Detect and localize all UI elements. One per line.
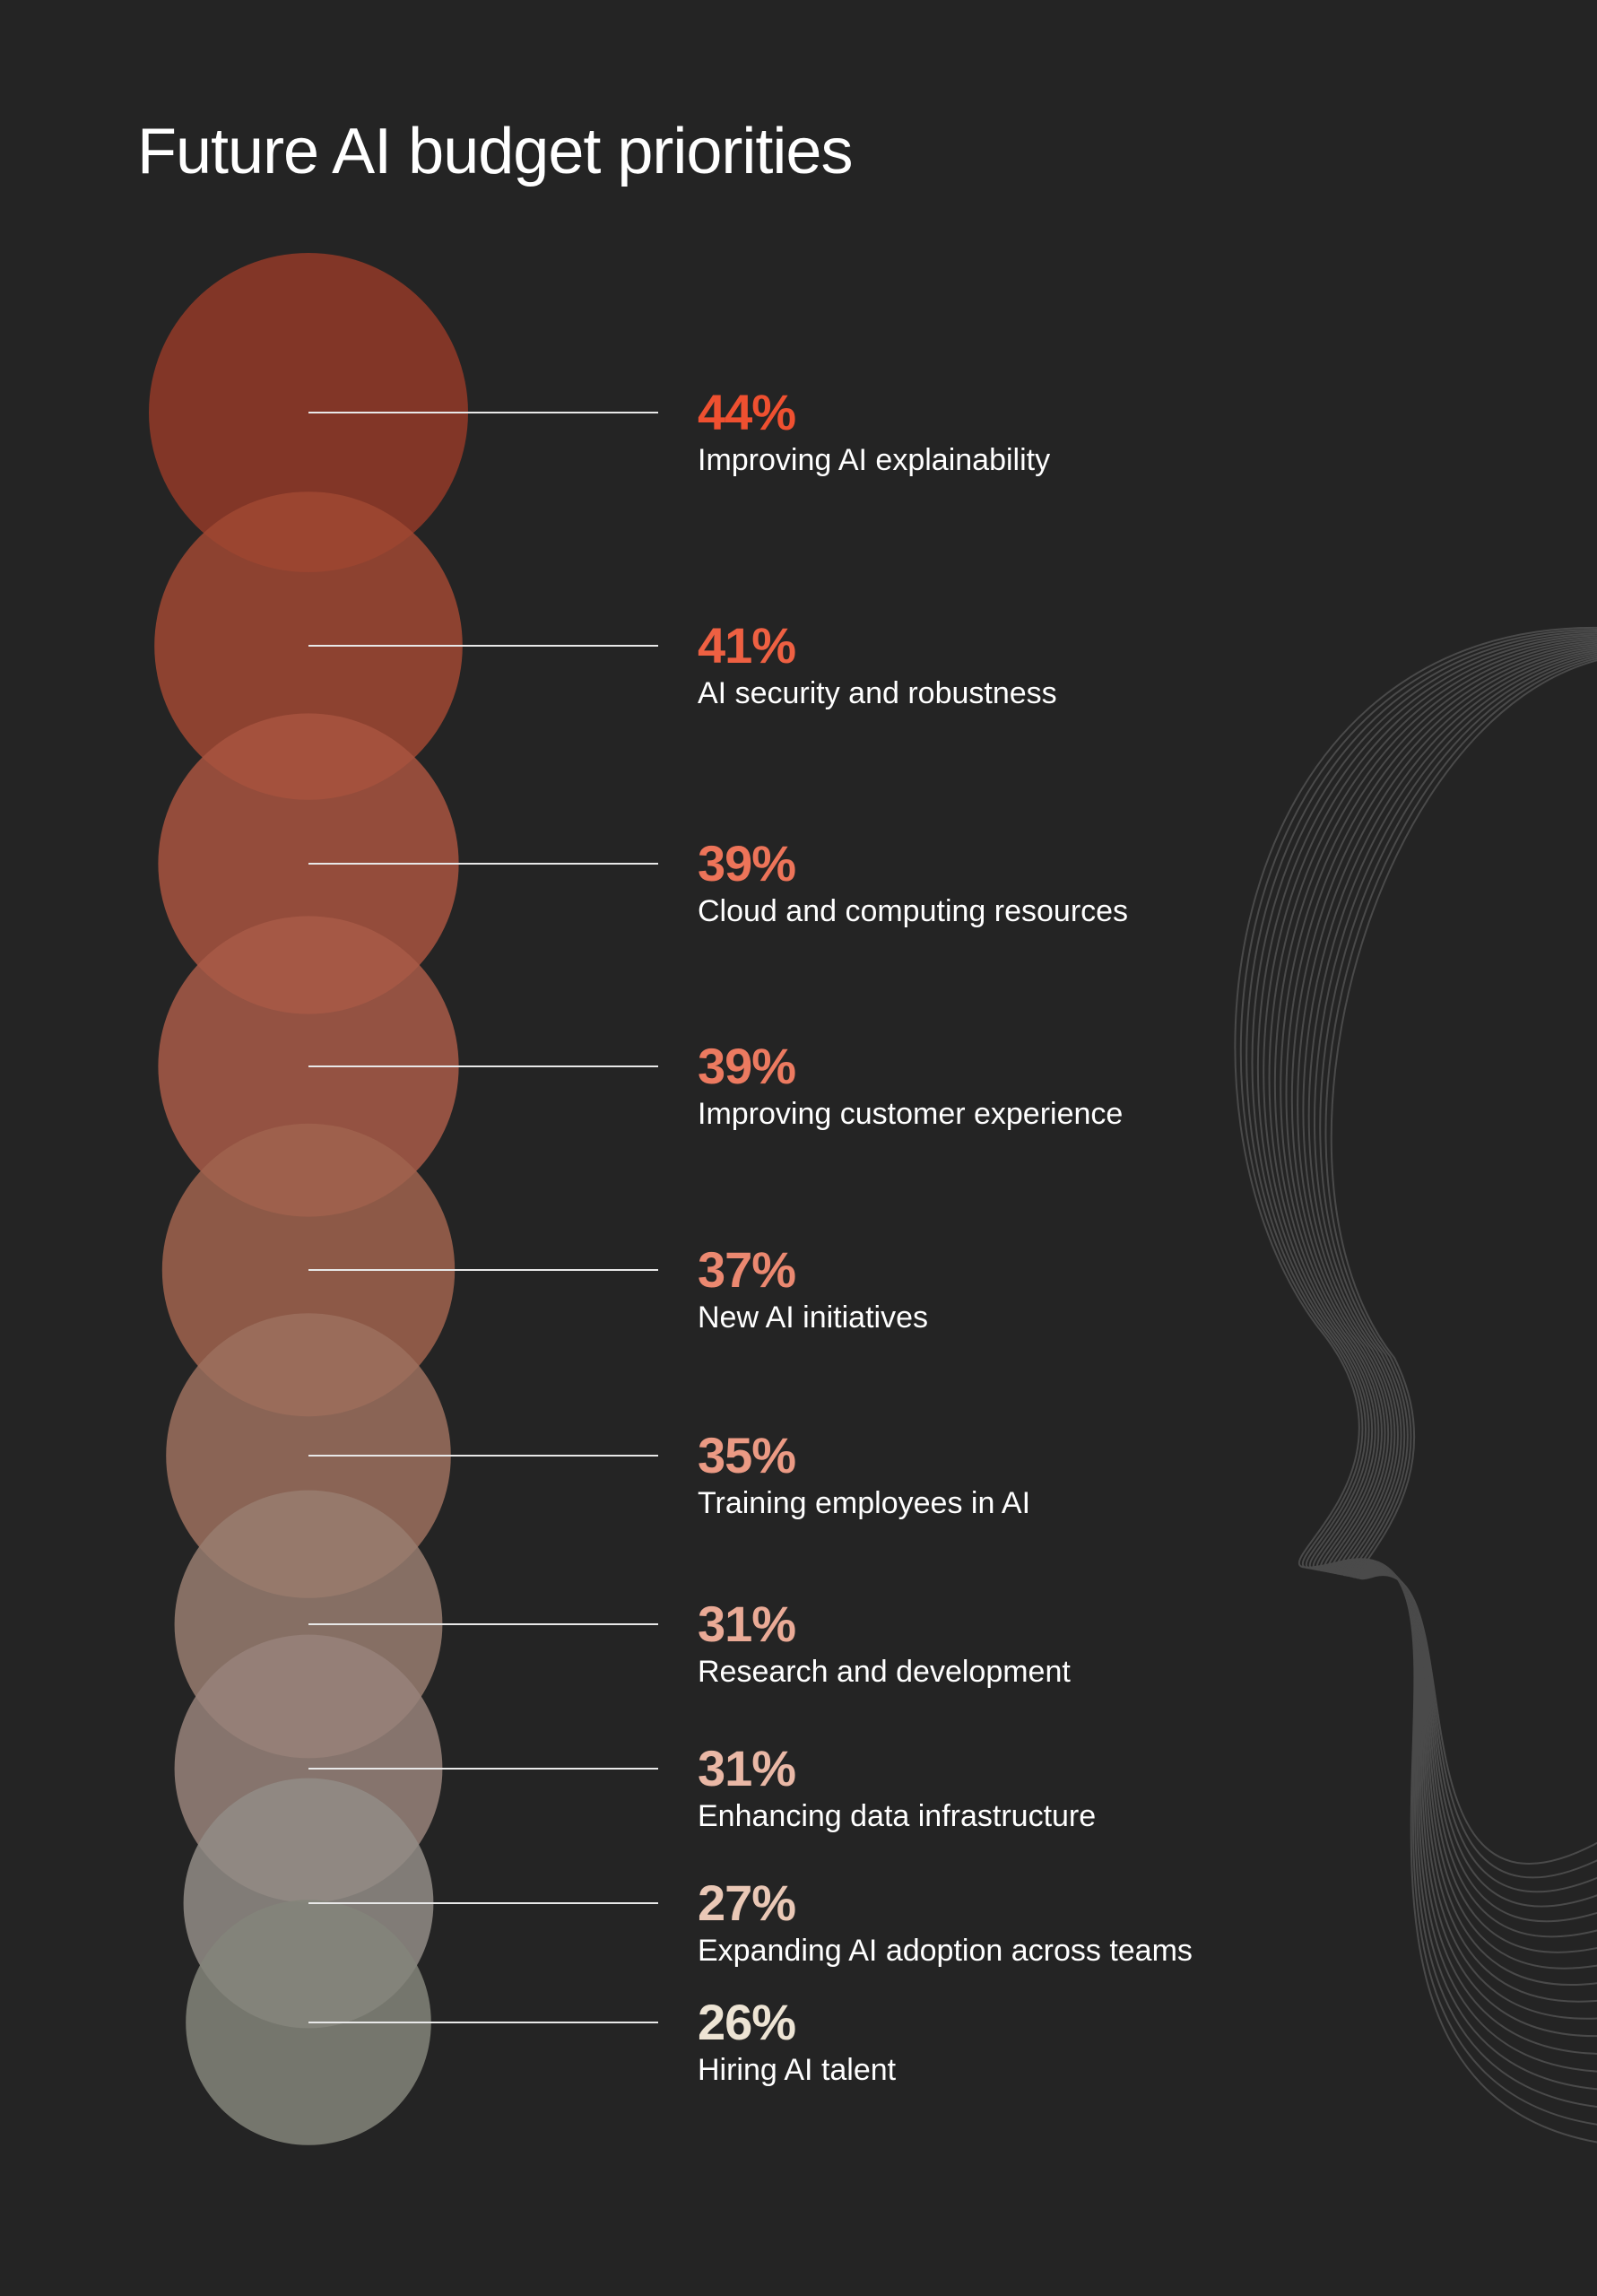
decorative-wave-lines: [1234, 627, 1597, 2144]
decorative-wave-line: [1268, 638, 1597, 2037]
decorative-wave-line: [1239, 629, 1597, 2126]
callout: 31% Research and development: [698, 1597, 1071, 1691]
callout-percentage: 39%: [698, 1038, 796, 1094]
decorative-wave-line: [1302, 649, 1597, 1938]
decorative-wave-line: [1273, 639, 1597, 2020]
callout: 31% Enhancing data infrastructure: [698, 1742, 1096, 1835]
callout: 39% Cloud and computing resources: [698, 837, 1128, 930]
decorative-wave-line: [1256, 634, 1597, 2073]
decorative-wave-line: [1234, 627, 1597, 2144]
callout-label: Training employees in AI: [698, 1486, 1031, 1520]
callout-percentage: 26%: [698, 1994, 796, 2050]
callout: 39% Improving customer experience: [698, 1039, 1123, 1133]
callout: 37% New AI initiatives: [698, 1243, 928, 1336]
decorative-wave-line: [1280, 641, 1597, 2003]
callout-label: Improving customer experience: [698, 1097, 1124, 1131]
callout-label: New AI initiatives: [698, 1300, 928, 1335]
callout-label: Cloud and computing resources: [698, 894, 1129, 928]
callout-percentage: 31%: [698, 1740, 796, 1796]
callout-label: Enhancing data infrastructure: [698, 1799, 1097, 1833]
decorative-wave-line: [1285, 644, 1597, 1986]
decorative-wave-line: [1324, 657, 1597, 1879]
decorative-wave-line: [1245, 631, 1597, 2108]
callout-percentage: 27%: [698, 1874, 796, 1931]
callout-label: AI security and robustness: [698, 676, 1057, 710]
decorative-wave-line: [1330, 659, 1597, 1865]
bubble-group: [149, 253, 468, 2145]
callout-label: Research and development: [698, 1655, 1071, 1689]
callout: 44% Improving AI explainability: [698, 386, 1050, 479]
callout: 26% Hiring AI talent: [698, 1996, 896, 2089]
callout-percentage: 35%: [698, 1427, 796, 1483]
callout: 27% Expanding AI adoption across teams: [698, 1876, 1193, 1970]
callout-label: Improving AI explainability: [698, 443, 1051, 477]
callout: 41% AI security and robustness: [698, 619, 1057, 712]
callout-label: Expanding AI adoption across teams: [698, 1934, 1193, 1968]
callout-percentage: 31%: [698, 1596, 796, 1652]
leader-line-group: [308, 412, 658, 2023]
decorative-wave-line: [1297, 648, 1597, 1953]
callout: 35% Training employees in AI: [698, 1429, 1030, 1522]
callout-label: Hiring AI talent: [698, 2053, 897, 2087]
decorative-wave-line: [1314, 653, 1597, 1908]
decorative-wave-line: [1290, 646, 1597, 1970]
callout-percentage: 44%: [698, 384, 796, 440]
decorative-wave-line: [1251, 632, 1597, 2091]
decorative-wave-line: [1263, 636, 1597, 2055]
chart-title: Future AI budget priorities: [137, 116, 853, 187]
callout-percentage: 37%: [698, 1241, 796, 1298]
decorative-wave-line: [1319, 656, 1597, 1892]
decorative-wave-line: [1307, 651, 1597, 1923]
callout-percentage: 39%: [698, 835, 796, 891]
callout-percentage: 41%: [698, 617, 796, 674]
